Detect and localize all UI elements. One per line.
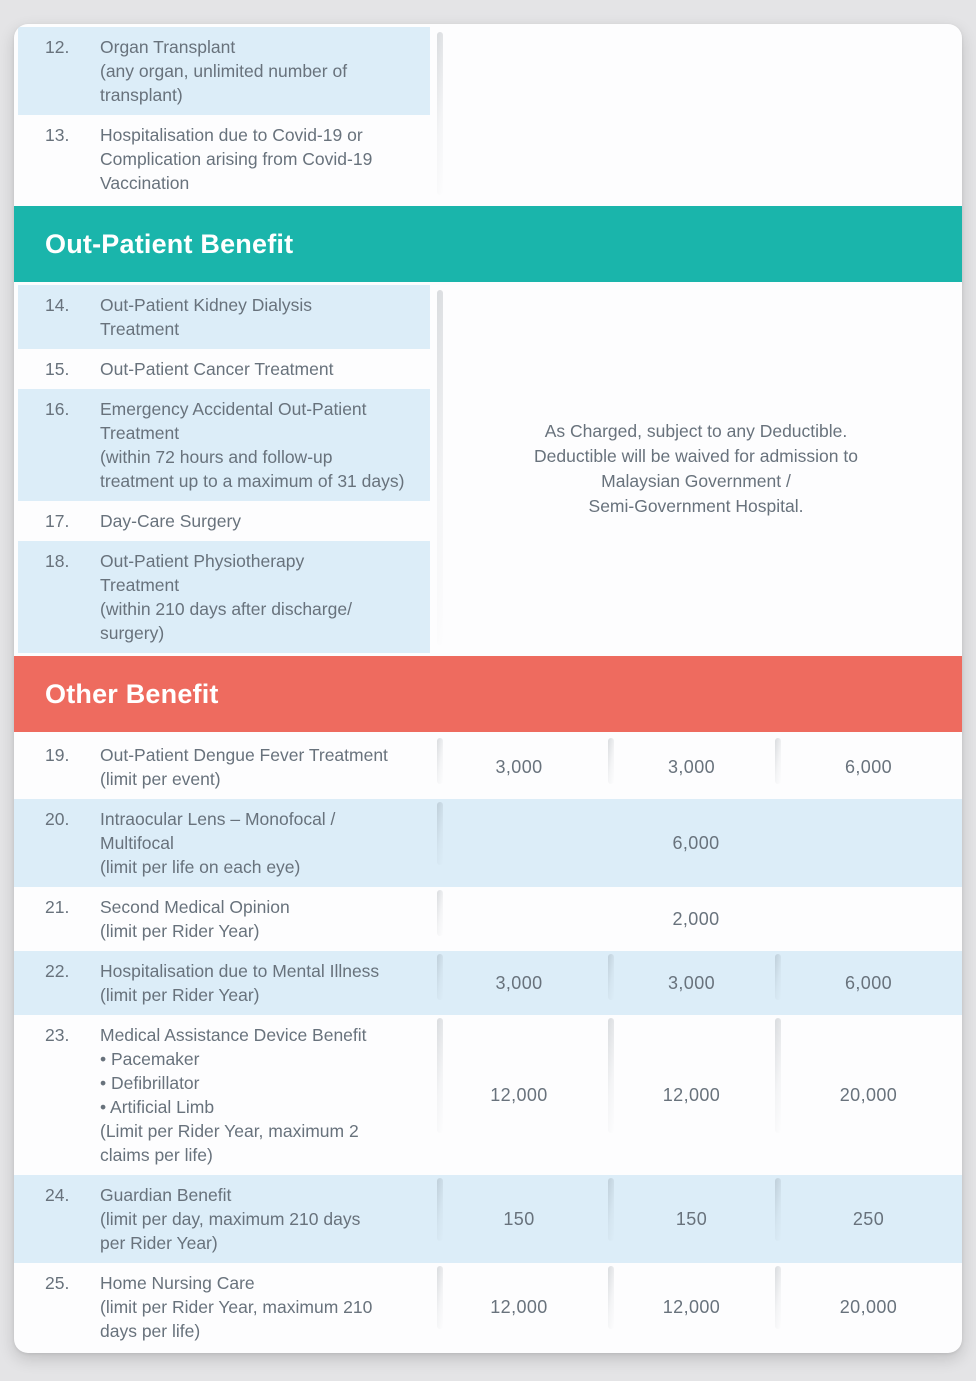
section-header-other: Other Benefit [14,656,962,732]
benefit-value: 12,000 [430,1263,608,1351]
section-header-title: Out-Patient Benefit [45,228,294,259]
benefit-value: 12,000 [608,1015,775,1175]
benefit-row: 16. Emergency Accidental Out-Patient Tre… [18,389,430,501]
benefit-number: 23. [45,1025,70,1045]
description-column: 14. Out-Patient Kidney Dialysis Treatmen… [14,285,430,653]
benefit-description: Hospitalisation due to Covid-19 or Compl… [100,125,373,193]
benefit-value: 3,000 [608,735,775,799]
benefit-value: 150 [430,1175,608,1263]
benefit-number: 15. [45,359,70,379]
benefit-value: 12,000 [608,1263,775,1351]
benefit-description: Home Nursing Care (limit per Rider Year,… [100,1273,373,1341]
benefit-description: Day-Care Surgery [100,511,242,531]
benefit-value: 20,000 [775,1015,962,1175]
benefit-value: 6,000 [775,951,962,1015]
benefit-description: Second Medical Opinion (limit per Rider … [100,897,290,941]
benefit-number: 21. [45,897,70,917]
benefit-description: Out-Patient Physiotherapy Treatment (wit… [100,551,352,643]
benefit-value: 3,000 [430,951,608,1015]
column-divider [437,290,443,645]
benefit-number: 17. [45,511,70,531]
benefit-row: 22. Hospitalisation due to Mental Illnes… [14,951,962,1015]
benefit-value: 3,000 [430,735,608,799]
section-header-title: Other Benefit [45,678,219,709]
benefit-description: Medical Assistance Device Benefit • Pace… [100,1025,367,1165]
benefit-description: Hospitalisation due to Mental Illness (l… [100,961,380,1005]
benefit-number: 14. [45,295,70,315]
value-area-empty [430,27,962,203]
description-column: 12. Organ Transplant (any organ, unlimit… [14,27,430,203]
benefit-number: 24. [45,1185,70,1205]
benefit-description: Organ Transplant (any organ, unlimited n… [100,37,348,105]
benefit-value-merged: 6,000 [430,799,962,887]
benefit-row: 14. Out-Patient Kidney Dialysis Treatmen… [18,285,430,349]
outpatient-section: 14. Out-Patient Kidney Dialysis Treatmen… [14,285,962,653]
benefit-row: 23. Medical Assistance Device Benefit • … [14,1015,962,1175]
benefit-description: Intraocular Lens – Monofocal / Multifoca… [100,809,336,877]
benefit-number: 25. [45,1273,70,1293]
benefit-value: 20,000 [775,1263,962,1351]
benefit-row: 25. Home Nursing Care (limit per Rider Y… [14,1263,962,1351]
as-charged-note: As Charged, subject to any Deductible. D… [534,421,858,516]
value-area-note: As Charged, subject to any Deductible. D… [430,285,962,653]
benefit-description: Out-Patient Dengue Fever Treatment (limi… [100,745,388,789]
benefit-description: Emergency Accidental Out-Patient Treatme… [100,399,405,491]
benefit-number: 13. [45,125,70,145]
benefit-table-card: 12. Organ Transplant (any organ, unlimit… [14,24,962,1353]
benefit-value: 150 [608,1175,775,1263]
benefit-row: 24. Guardian Benefit (limit per day, max… [14,1175,962,1263]
benefit-number: 20. [45,809,70,829]
benefit-value: 12,000 [430,1015,608,1175]
benefit-value: 250 [775,1175,962,1263]
benefit-value: 3,000 [608,951,775,1015]
benefit-number: 18. [45,551,70,571]
benefit-row: 18. Out-Patient Physiotherapy Treatment … [18,541,430,653]
benefit-row: 13. Hospitalisation due to Covid-19 or C… [18,115,430,203]
column-divider [437,32,443,195]
benefit-number: 22. [45,961,70,981]
benefit-row: 15. Out-Patient Cancer Treatment [18,349,430,389]
benefit-row: 17. Day-Care Surgery [18,501,430,541]
benefit-number: 16. [45,399,70,419]
section-header-outpatient: Out-Patient Benefit [14,206,962,282]
benefit-row: 21. Second Medical Opinion (limit per Ri… [14,887,962,951]
benefit-description: Out-Patient Cancer Treatment [100,359,334,379]
benefit-value: 6,000 [775,735,962,799]
in-patient-tail-section: 12. Organ Transplant (any organ, unlimit… [14,27,962,203]
benefit-number: 12. [45,37,70,57]
benefit-row: 20. Intraocular Lens – Monofocal / Multi… [14,799,962,887]
benefit-description: Guardian Benefit (limit per day, maximum… [100,1185,361,1253]
benefit-description: Out-Patient Kidney Dialysis Treatment [100,295,313,339]
benefit-value-merged: 2,000 [430,887,962,951]
benefit-number: 19. [45,745,70,765]
benefit-row: 12. Organ Transplant (any organ, unlimit… [18,27,430,115]
benefit-row: 19. Out-Patient Dengue Fever Treatment (… [14,735,962,799]
